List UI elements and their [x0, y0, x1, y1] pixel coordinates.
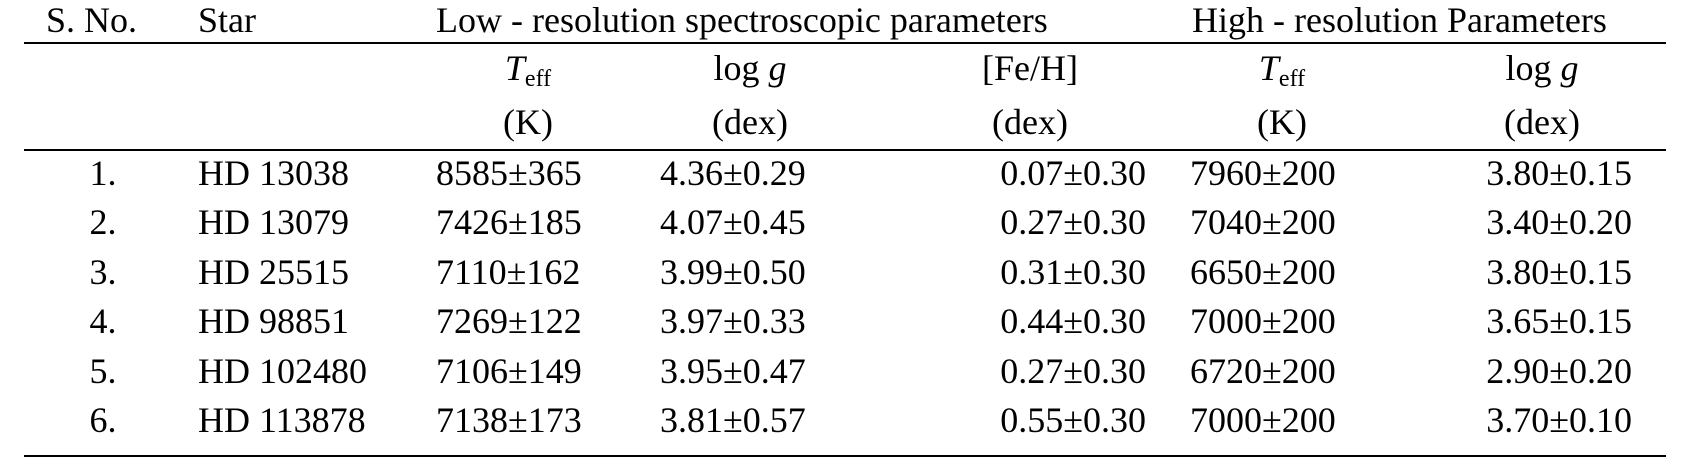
teff-symbol: T [504, 48, 525, 88]
header-teff-low: Teff [505, 50, 551, 91]
header-logg-low: log g [713, 50, 786, 86]
cell-logg-low: 3.95±0.47 [660, 351, 806, 391]
header-logg-high: log g [1505, 50, 1578, 86]
cell-star: HD 98851 [198, 301, 349, 341]
teff-symbol: T [1258, 48, 1279, 88]
cell-teff-high: 7040±200 [1190, 202, 1336, 242]
cell-teff-low: 7106±149 [436, 351, 582, 391]
cell-feh: 0.55±0.30 [1000, 400, 1146, 440]
logg-prefix: log [713, 48, 769, 88]
logg-var: g [768, 48, 787, 88]
cell-logg-low: 4.36±0.29 [660, 153, 806, 193]
cell-sno: 5. [89, 351, 117, 391]
cell-teff-low: 7426±185 [436, 202, 582, 242]
cell-star: HD 13079 [198, 202, 349, 242]
cell-teff-high: 7960±200 [1190, 153, 1336, 193]
unit-logg-low: (dex) [712, 102, 788, 142]
header-star: Star [198, 0, 256, 40]
cell-sno: 6. [89, 400, 117, 440]
cell-teff-high: 7000±200 [1190, 400, 1336, 440]
cell-star: HD 25515 [198, 252, 349, 292]
mid-rule [24, 149, 1666, 151]
cell-feh: 0.27±0.30 [1000, 351, 1146, 391]
cell-logg-high: 3.70±0.10 [1486, 400, 1632, 440]
cell-teff-low: 7269±122 [436, 301, 582, 341]
header-feh: [Fe/H] [982, 48, 1078, 88]
cell-logg-high: 3.40±0.20 [1486, 202, 1632, 242]
header-high-resolution: High - resolution Parameters [1192, 0, 1607, 40]
cell-logg-high: 3.80±0.15 [1486, 153, 1632, 193]
cell-teff-low: 7138±173 [436, 400, 582, 440]
header-teff-high: Teff [1259, 50, 1305, 91]
cell-teff-high: 6650±200 [1190, 252, 1336, 292]
cell-sno: 3. [89, 252, 117, 292]
unit-feh: (dex) [992, 102, 1068, 142]
cell-sno: 4. [89, 301, 117, 341]
cell-teff-high: 6720±200 [1190, 351, 1336, 391]
cell-feh: 0.44±0.30 [1000, 301, 1146, 341]
cell-feh: 0.07±0.30 [1000, 153, 1146, 193]
cell-sno: 2. [89, 202, 117, 242]
header-low-resolution: Low - resolution spectroscopic parameter… [436, 0, 1048, 40]
bottom-rule [24, 455, 1666, 457]
cell-logg-low: 4.07±0.45 [660, 202, 806, 242]
logg-prefix: log [1505, 48, 1561, 88]
cell-star: HD 102480 [198, 351, 367, 391]
header-sno: S. No. [46, 0, 138, 40]
cell-sno: 1. [89, 153, 117, 193]
cell-star: HD 13038 [198, 153, 349, 193]
cell-teff-low: 8585±365 [436, 153, 582, 193]
cell-teff-high: 7000±200 [1190, 301, 1336, 341]
top-rule [24, 42, 1666, 44]
cell-teff-low: 7110±162 [436, 252, 581, 292]
unit-teff-high: (K) [1257, 102, 1307, 142]
cell-feh: 0.31±0.30 [1000, 252, 1146, 292]
unit-logg-high: (dex) [1504, 102, 1580, 142]
unit-teff-low: (K) [503, 102, 553, 142]
cell-star: HD 113878 [198, 400, 366, 440]
teff-subscript: eff [524, 66, 552, 92]
cell-logg-high: 3.65±0.15 [1486, 301, 1632, 341]
cell-feh: 0.27±0.30 [1000, 202, 1146, 242]
logg-var: g [1560, 48, 1579, 88]
cell-logg-high: 2.90±0.20 [1486, 351, 1632, 391]
cell-logg-low: 3.99±0.50 [660, 252, 806, 292]
cell-logg-low: 3.81±0.57 [660, 400, 806, 440]
cell-logg-low: 3.97±0.33 [660, 301, 806, 341]
teff-subscript: eff [1278, 66, 1306, 92]
cell-logg-high: 3.80±0.15 [1486, 252, 1632, 292]
